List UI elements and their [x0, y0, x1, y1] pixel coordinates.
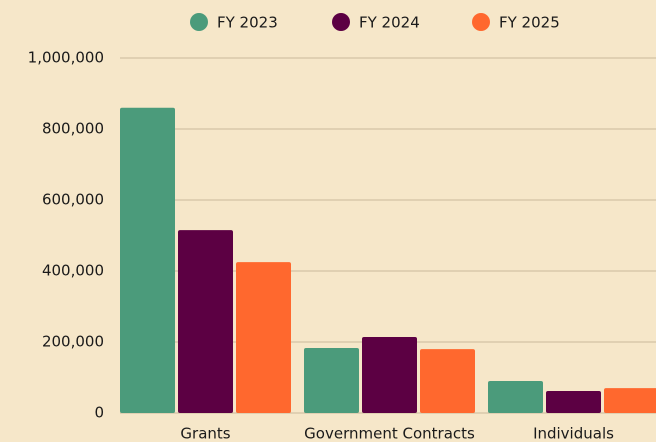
x-tick-label: Government Contracts: [304, 425, 475, 442]
bar: [236, 262, 291, 413]
bar: [304, 348, 359, 413]
y-tick-label: 400,000: [42, 262, 104, 280]
x-tick-label: Individuals: [533, 425, 614, 442]
bar: [546, 390, 601, 413]
bar: [362, 337, 417, 413]
y-tick-label: 0: [94, 404, 104, 422]
legend-label: FY 2025: [499, 14, 560, 32]
legend-label: FY 2023: [217, 14, 278, 32]
y-tick-label: 1,000,000: [28, 49, 104, 67]
bar: [178, 230, 233, 413]
x-tick-label: Grants: [180, 425, 230, 442]
y-tick-label: 600,000: [42, 191, 104, 209]
y-tick-label: 200,000: [42, 333, 104, 351]
bar: [604, 388, 656, 413]
legend-marker: [332, 13, 350, 31]
y-tick-label: 800,000: [42, 120, 104, 138]
bar: [420, 349, 475, 413]
legend-marker: [472, 13, 490, 31]
legend-marker: [190, 13, 208, 31]
bar: [488, 381, 543, 413]
legend-label: FY 2024: [359, 14, 420, 32]
bar: [120, 107, 175, 413]
